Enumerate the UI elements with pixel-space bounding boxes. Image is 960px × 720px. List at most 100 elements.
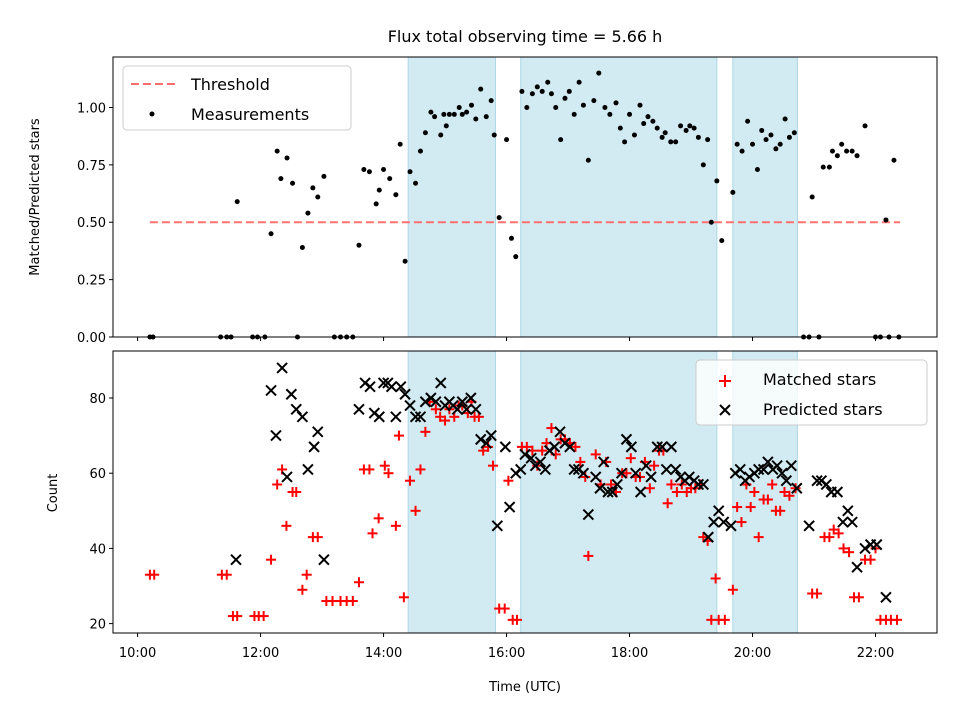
predicted-marker-b bbox=[395, 381, 407, 393]
measurement-point bbox=[548, 91, 554, 97]
predicted-star-marker bbox=[503, 501, 516, 513]
measurement-point bbox=[464, 109, 470, 115]
measurement-point bbox=[508, 235, 514, 241]
matched-star-marker bbox=[580, 471, 591, 482]
measurement-point bbox=[566, 88, 572, 94]
predicted-star-marker bbox=[399, 388, 411, 400]
predicted-star-marker bbox=[656, 441, 668, 453]
predicted-star-marker bbox=[302, 463, 314, 476]
predicted-star-marker bbox=[296, 411, 309, 423]
predicted-star-marker bbox=[842, 505, 854, 517]
measurement-point bbox=[451, 111, 457, 117]
predicted-legend-swatch bbox=[719, 404, 731, 416]
predicted-star-marker bbox=[519, 448, 531, 461]
predicted-star-marker bbox=[353, 403, 365, 415]
predicted-star-marker bbox=[491, 520, 504, 532]
predicted-star-marker bbox=[485, 429, 497, 442]
matched-star-marker bbox=[347, 596, 358, 607]
predicted-marker-b bbox=[491, 520, 504, 532]
predicted-marker-b bbox=[409, 411, 422, 423]
predicted-marker-b bbox=[577, 467, 590, 479]
chart-title: Flux total observing time = 5.66 h bbox=[388, 27, 663, 46]
predicted-star-marker bbox=[390, 411, 402, 423]
predicted-star-marker bbox=[752, 463, 765, 476]
predicted-marker-b bbox=[318, 553, 330, 566]
matched-star-marker bbox=[398, 592, 409, 603]
predicted-marker-b bbox=[373, 411, 385, 423]
measurement-point bbox=[469, 102, 475, 108]
predicted-marker-b bbox=[880, 591, 892, 603]
measurement-point bbox=[705, 137, 711, 143]
matched-star-marker bbox=[420, 426, 431, 437]
measurement-point bbox=[571, 111, 577, 117]
predicted-marker-b bbox=[414, 411, 427, 423]
predicted-star-marker bbox=[534, 456, 547, 468]
predicted-star-marker bbox=[419, 396, 432, 408]
predicted-marker-b bbox=[645, 471, 657, 483]
bottom-y-tick-label: 80 bbox=[89, 392, 106, 407]
measurement-point bbox=[407, 169, 413, 175]
predicted-star-marker bbox=[385, 381, 398, 393]
predicted-star-marker bbox=[395, 381, 407, 393]
measurement-point bbox=[417, 148, 423, 154]
measurement-point bbox=[361, 166, 367, 172]
measurement-point bbox=[366, 169, 372, 175]
predicted-star-marker bbox=[430, 396, 442, 408]
predicted-marker-b bbox=[752, 463, 765, 476]
x-tick-label: 12:00 bbox=[242, 646, 279, 661]
matched-star-marker bbox=[272, 479, 283, 490]
measurement-point bbox=[299, 244, 305, 250]
measurement-point bbox=[558, 137, 564, 143]
measurement-point bbox=[734, 141, 740, 147]
predicted-marker-b bbox=[669, 463, 682, 476]
predicted-marker-b bbox=[771, 459, 783, 472]
measurement-point bbox=[849, 148, 855, 154]
predicted-star-marker bbox=[460, 403, 473, 415]
matched-star-marker bbox=[745, 502, 756, 513]
measurement-point bbox=[534, 84, 540, 90]
predicted-marker-b bbox=[871, 538, 883, 551]
matched-star-marker bbox=[258, 611, 269, 622]
top-y-tick-label: 0.25 bbox=[77, 274, 106, 289]
top-y-tick-label: 0.50 bbox=[77, 216, 106, 231]
matched-star-marker bbox=[644, 483, 655, 494]
predicted-marker-b bbox=[514, 463, 527, 476]
predicted-marker-b bbox=[285, 388, 298, 400]
matched-star-marker bbox=[537, 445, 548, 456]
predicted-star-marker bbox=[702, 531, 714, 543]
predicted-marker-b bbox=[554, 426, 566, 438]
predicted-star-marker bbox=[803, 520, 815, 532]
measurement-point bbox=[700, 162, 706, 168]
predicted-star-marker bbox=[270, 429, 282, 442]
matched-star-marker bbox=[784, 490, 795, 501]
measurement-point bbox=[488, 98, 494, 104]
x-tick-label: 16:00 bbox=[488, 646, 525, 661]
predicted-star-marker bbox=[451, 403, 464, 415]
measurement-point bbox=[678, 123, 684, 129]
measurement-point bbox=[591, 98, 597, 104]
predicted-star-marker bbox=[837, 516, 849, 528]
predicted-star-marker bbox=[660, 463, 673, 476]
measurement-point bbox=[691, 125, 697, 131]
matched-star-marker bbox=[865, 554, 876, 565]
predicted-marker-b bbox=[598, 456, 610, 468]
measurement-point bbox=[422, 130, 428, 136]
threshold-legend-label: Threshold bbox=[190, 75, 270, 94]
measurement-point bbox=[777, 141, 783, 147]
bottom-y-axis-label: Count bbox=[46, 474, 61, 513]
predicted-star-marker bbox=[414, 411, 427, 423]
matched-star-marker bbox=[767, 479, 778, 490]
predicted-star-marker bbox=[712, 505, 725, 517]
predicted-star-marker bbox=[470, 403, 482, 415]
shaded-interval-2 bbox=[732, 56, 798, 338]
count-points bbox=[144, 362, 903, 625]
measurement-point bbox=[478, 86, 484, 92]
matched-star-marker bbox=[662, 498, 673, 509]
predicted-star-marker bbox=[564, 441, 576, 453]
measurement-point bbox=[668, 139, 674, 145]
matched-star-marker bbox=[812, 588, 823, 599]
measurement-point bbox=[504, 137, 510, 143]
predicted-star-marker bbox=[820, 478, 833, 491]
predicted-marker-b bbox=[281, 471, 293, 483]
measurement-point bbox=[730, 189, 736, 195]
